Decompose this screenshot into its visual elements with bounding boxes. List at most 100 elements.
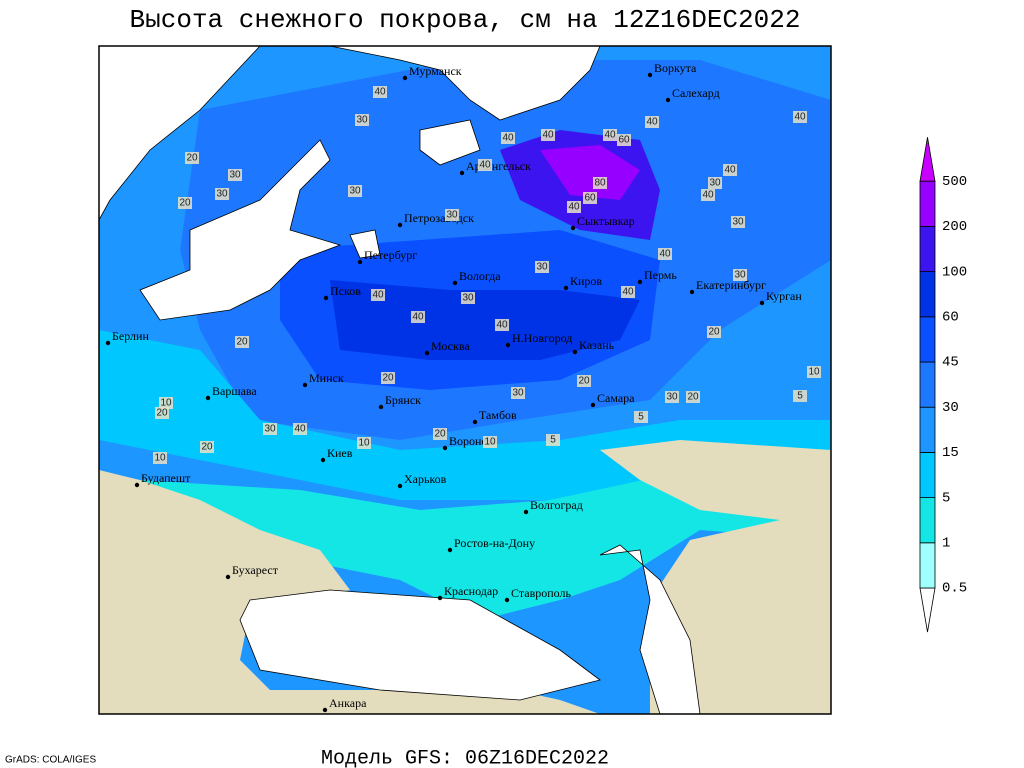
city-dot	[402, 75, 408, 81]
contour-label-box	[178, 197, 192, 209]
colorbar-segment	[919, 137, 936, 182]
city-label: Краснодар	[444, 584, 498, 598]
contour-label-box	[445, 209, 459, 221]
contour-label: 10	[808, 367, 820, 378]
colorbar-segment	[919, 587, 936, 633]
city-label: Мурманск	[409, 64, 462, 78]
colorbar-segment	[919, 497, 936, 544]
snow-region	[540, 145, 640, 200]
city-label: Киев	[327, 446, 353, 460]
colorbar-segment	[919, 271, 936, 318]
city-label: Ставрополь	[511, 586, 571, 600]
contour-label: 40	[496, 320, 508, 331]
city-label: Петрозаводск	[404, 211, 474, 225]
city-dot	[105, 340, 111, 346]
contour-label-box	[793, 390, 807, 402]
contour-label: 40	[479, 160, 491, 171]
contour-label-box	[411, 311, 425, 323]
contour-label-box	[461, 292, 475, 304]
contour-label-box	[658, 248, 672, 260]
city-label: Воркута	[654, 61, 697, 75]
contour-label-box	[373, 86, 387, 98]
contour-label-box	[155, 407, 169, 419]
city-label: Архангельск	[466, 159, 531, 173]
contour-label: 10	[160, 398, 172, 409]
contour-label: 20	[201, 442, 213, 453]
contour-label-box	[707, 326, 721, 338]
sea	[239, 589, 601, 701]
colorbar-label: 45	[942, 355, 959, 371]
contour-label-box	[567, 201, 581, 213]
contour-label: 60	[618, 135, 630, 146]
contour-label: 40	[646, 117, 658, 128]
contour-label-box	[348, 185, 362, 197]
contour-label: 40	[702, 190, 714, 201]
contour-label-box	[593, 177, 607, 189]
sea	[599, 544, 701, 714]
contour-label: 40	[724, 165, 736, 176]
city-dot	[397, 483, 403, 489]
city-label: Бухарест	[232, 563, 279, 577]
city-label: Сыктывкар	[577, 214, 635, 228]
colorbar-label: 15	[942, 445, 959, 461]
city-dot	[134, 482, 140, 488]
contour-label-box	[511, 387, 525, 399]
city-dot	[505, 342, 511, 348]
city-dot	[590, 402, 596, 408]
contour-label: 5	[638, 412, 644, 423]
colorbar-label: 5	[942, 490, 950, 506]
contour-label-box	[495, 319, 509, 331]
contour-label: 20	[708, 327, 720, 338]
contour-label: 40	[794, 112, 806, 123]
city-label: Курган	[766, 289, 802, 303]
city-dot	[523, 509, 529, 515]
colorbar-label: 30	[942, 400, 959, 416]
contour-label-box	[200, 441, 214, 453]
colorbar-segment	[919, 361, 936, 408]
contour-label: 30	[734, 270, 746, 281]
city-label: Вологда	[459, 269, 501, 283]
contour-label-box	[263, 423, 277, 435]
city-label: Самара	[597, 391, 635, 405]
contour-label: 40	[294, 424, 306, 435]
city-dot	[442, 445, 448, 451]
contour-label-box	[577, 375, 591, 387]
colorbar-segment	[919, 406, 936, 453]
contour-label-box	[357, 437, 371, 449]
credit: GrADS: COLA/IGES	[5, 755, 96, 766]
map-frame	[98, 45, 832, 715]
contour-label: 30	[446, 210, 458, 221]
city-dot	[322, 707, 328, 713]
contour-label-box	[793, 111, 807, 123]
contour-label: 40	[659, 249, 671, 260]
contour-label: 40	[502, 133, 514, 144]
city-dot	[504, 597, 510, 603]
sea	[329, 46, 601, 121]
contour-label: 30	[264, 424, 276, 435]
contour-label-box	[807, 366, 821, 378]
colorbar-segment	[919, 542, 936, 589]
contour-label: 20	[236, 337, 248, 348]
contour-label-box	[665, 391, 679, 403]
contour-label-box	[235, 336, 249, 348]
city-dot	[570, 225, 576, 231]
city-dot	[397, 222, 403, 228]
contour-label-box	[723, 164, 737, 176]
city-dot	[357, 259, 363, 265]
contour-label-box	[159, 397, 173, 409]
contour-label-box	[583, 192, 597, 204]
city-label: Берлин	[112, 329, 149, 343]
sea	[419, 119, 481, 166]
lake	[349, 229, 381, 259]
land	[99, 470, 600, 714]
city-label: Пермь	[644, 268, 677, 282]
contour-label: 80	[594, 178, 606, 189]
city-dot	[424, 350, 430, 356]
contour-label: 20	[578, 376, 590, 387]
contour-label: 30	[666, 392, 678, 403]
contour-label: 5	[550, 435, 556, 446]
contour-label-box	[686, 391, 700, 403]
contour-label: 10	[484, 437, 496, 448]
contour-label-box	[215, 188, 229, 200]
contour-label: 30	[536, 262, 548, 273]
